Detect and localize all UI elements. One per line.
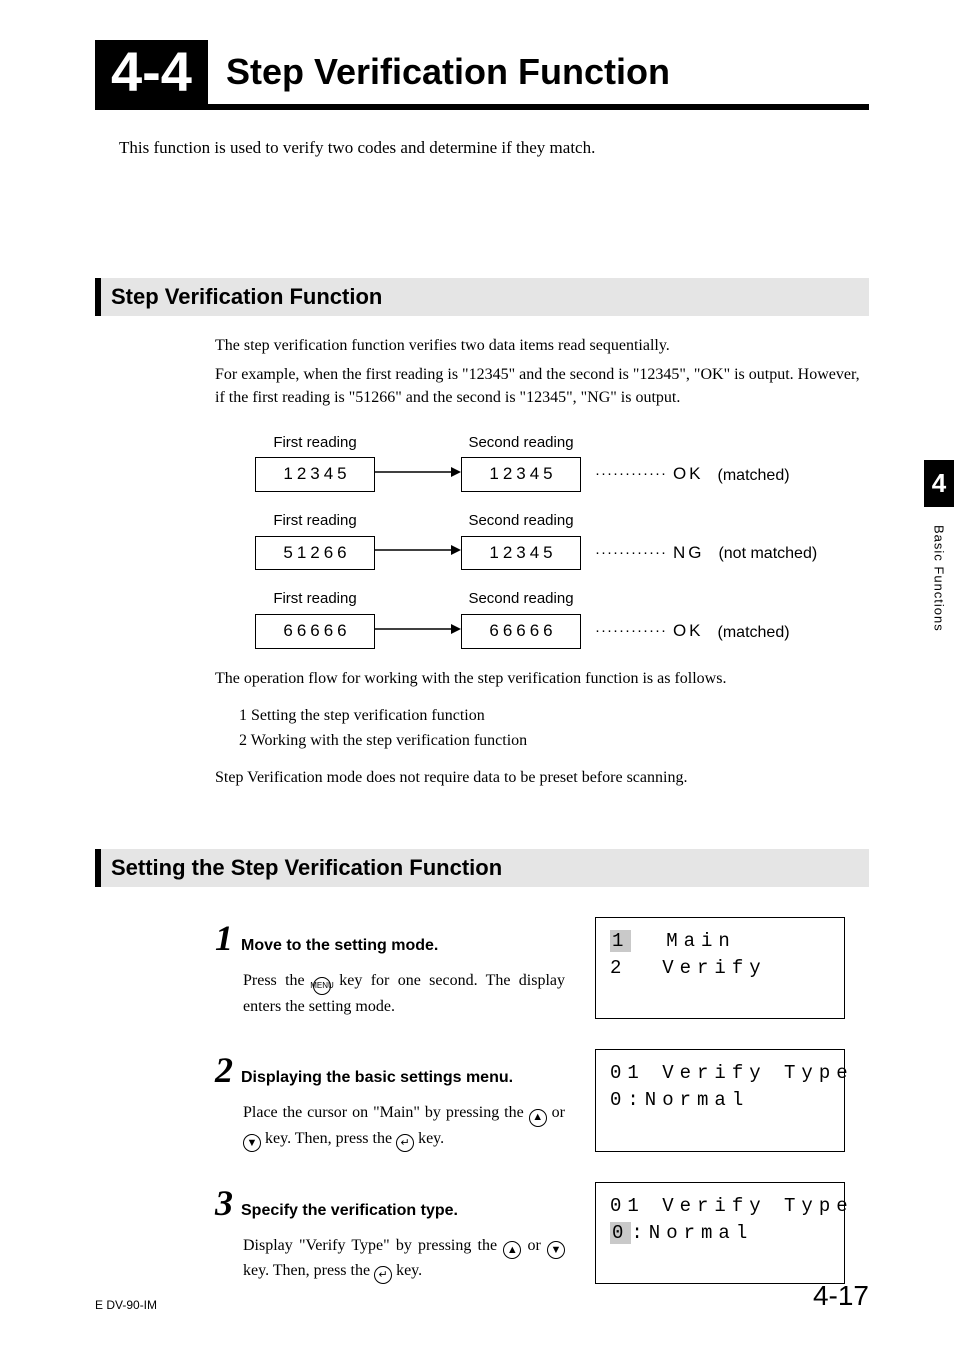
step-row: 1 Move to the setting mode. Press the MENU… bbox=[215, 917, 869, 1019]
up-key-icon: ▲ bbox=[503, 1241, 521, 1259]
section-number: 4-4 bbox=[95, 40, 208, 110]
section-header: 4-4 Step Verification Function bbox=[95, 40, 869, 110]
down-key-icon: ▼ bbox=[243, 1134, 261, 1152]
overview-note: Step Verification mode does not require … bbox=[215, 766, 869, 789]
setting-heading: Setting the Step Verification Function bbox=[95, 849, 869, 887]
first-reading-value: 51266 bbox=[255, 536, 375, 571]
step-text: 3 Specify the verification type. Display "… bbox=[215, 1182, 565, 1285]
operation-flow-list: 1 Setting the step verification function… bbox=[239, 704, 869, 752]
first-reading-col: First reading 51266 bbox=[255, 510, 375, 570]
chapter-tab: 4 Basic Functions bbox=[924, 460, 954, 632]
first-reading-col: First reading 12345 bbox=[255, 432, 375, 492]
step-number: 1 bbox=[215, 917, 233, 959]
page-footer: E DV-90-IM 4-17 bbox=[95, 1280, 869, 1312]
lcd-display: 01 Verify Type0:Normal bbox=[595, 1049, 845, 1152]
first-reading-label: First reading bbox=[273, 510, 356, 532]
lcd-line-1: 1 Main bbox=[610, 928, 830, 955]
step-body: Press the MENU key for one second. The d… bbox=[243, 969, 565, 1019]
lcd-line-1: 01 Verify Type bbox=[610, 1060, 830, 1087]
step-title: Specify the verification type. bbox=[241, 1202, 458, 1220]
first-reading-label: First reading bbox=[273, 432, 356, 454]
arrow bbox=[375, 621, 461, 649]
step-number: 3 bbox=[215, 1182, 233, 1224]
verification-diagram: First reading12345Second reading12345···… bbox=[255, 432, 869, 649]
flow-intro: The operation flow for working with the … bbox=[215, 667, 869, 690]
result-code: OK bbox=[673, 619, 708, 649]
dots: ············ bbox=[581, 620, 673, 649]
second-reading-col: Second reading 12345 bbox=[461, 432, 581, 492]
diagram-row: First reading66666Second reading66666···… bbox=[255, 588, 869, 648]
down-key-icon: ▼ bbox=[547, 1241, 565, 1259]
step-row: 2 Displaying the basic settings menu. Plac… bbox=[215, 1049, 869, 1152]
diagram-row: First reading12345Second reading12345···… bbox=[255, 432, 869, 492]
lcd-line-2: 2 Verify bbox=[610, 955, 830, 982]
footer-page-number: 4-17 bbox=[813, 1280, 869, 1312]
result-code: NG bbox=[673, 541, 709, 571]
second-reading-label: Second reading bbox=[468, 432, 573, 454]
overview-p2: For example, when the first reading is "… bbox=[215, 363, 869, 409]
step-body: Place the cursor on "Main" by pressing t… bbox=[243, 1101, 565, 1152]
dots: ············ bbox=[581, 542, 673, 571]
enter-key-icon: ↵ bbox=[396, 1134, 414, 1152]
arrow-icon bbox=[375, 542, 461, 558]
diagram-row: First reading 51266 Second reading 12345···… bbox=[255, 510, 869, 570]
arrow bbox=[375, 542, 461, 570]
second-reading-col: Second reading 66666 bbox=[461, 588, 581, 648]
overview-heading: Step Verification Function bbox=[95, 278, 869, 316]
up-key-icon: ▲ bbox=[529, 1109, 547, 1127]
first-reading-label: First reading bbox=[273, 588, 356, 610]
result-code: OK bbox=[673, 462, 708, 492]
arrow bbox=[375, 464, 461, 492]
step-title: Displaying the basic settings menu. bbox=[241, 1069, 513, 1087]
second-reading-value: 12345 bbox=[461, 536, 581, 571]
lcd-line-2: 0:Normal bbox=[610, 1087, 830, 1114]
step-row: 3 Specify the verification type. Display "… bbox=[215, 1182, 869, 1285]
menu-key-icon: MENU bbox=[313, 977, 331, 995]
step-title: Move to the setting mode. bbox=[241, 937, 438, 955]
second-reading-value: 12345 bbox=[461, 457, 581, 492]
footer-doc-id: E DV-90-IM bbox=[95, 1298, 157, 1312]
lcd-line-2: 0:Normal bbox=[610, 1220, 830, 1247]
second-reading-label: Second reading bbox=[468, 510, 573, 532]
steps-container: 1 Move to the setting mode. Press the MENU… bbox=[95, 917, 869, 1284]
first-reading-value: 12345 bbox=[255, 457, 375, 492]
arrow-icon bbox=[375, 464, 461, 480]
second-reading-col: Second reading 12345 bbox=[461, 510, 581, 570]
overview-p1: The step verification function verifies … bbox=[215, 334, 869, 357]
chapter-label: Basic Functions bbox=[932, 507, 947, 632]
step-text: 1 Move to the setting mode. Press the MENU… bbox=[215, 917, 565, 1019]
result-note: (matched) bbox=[708, 464, 790, 492]
arrow-icon bbox=[375, 621, 461, 637]
lcd-display: 1 Main2 Verify bbox=[595, 917, 845, 1019]
flow-item: 2 Working with the step verification fun… bbox=[239, 729, 869, 752]
step-text: 2 Displaying the basic settings menu. Plac… bbox=[215, 1049, 565, 1152]
flow-item: 1 Setting the step verification function bbox=[239, 704, 869, 727]
overview-body: The step verification function verifies … bbox=[215, 334, 869, 789]
result-note: (not matched) bbox=[708, 542, 817, 570]
result-note: (matched) bbox=[708, 621, 790, 649]
first-reading-col: First reading 66666 bbox=[255, 588, 375, 648]
step-body: Display "Verify Type" by pressing the ▲ … bbox=[243, 1234, 565, 1285]
first-reading-value: 66666 bbox=[255, 614, 375, 649]
lcd-display: 01 Verify Type0:Normal bbox=[595, 1182, 845, 1285]
intro-text: This function is used to verify two code… bbox=[119, 138, 869, 158]
lcd-line-1: 01 Verify Type bbox=[610, 1193, 830, 1220]
chapter-number: 4 bbox=[924, 460, 954, 507]
step-number: 2 bbox=[215, 1049, 233, 1091]
section-title: Step Verification Function bbox=[208, 40, 869, 110]
second-reading-value: 66666 bbox=[461, 614, 581, 649]
second-reading-label: Second reading bbox=[468, 588, 573, 610]
dots: ············ bbox=[581, 463, 673, 492]
